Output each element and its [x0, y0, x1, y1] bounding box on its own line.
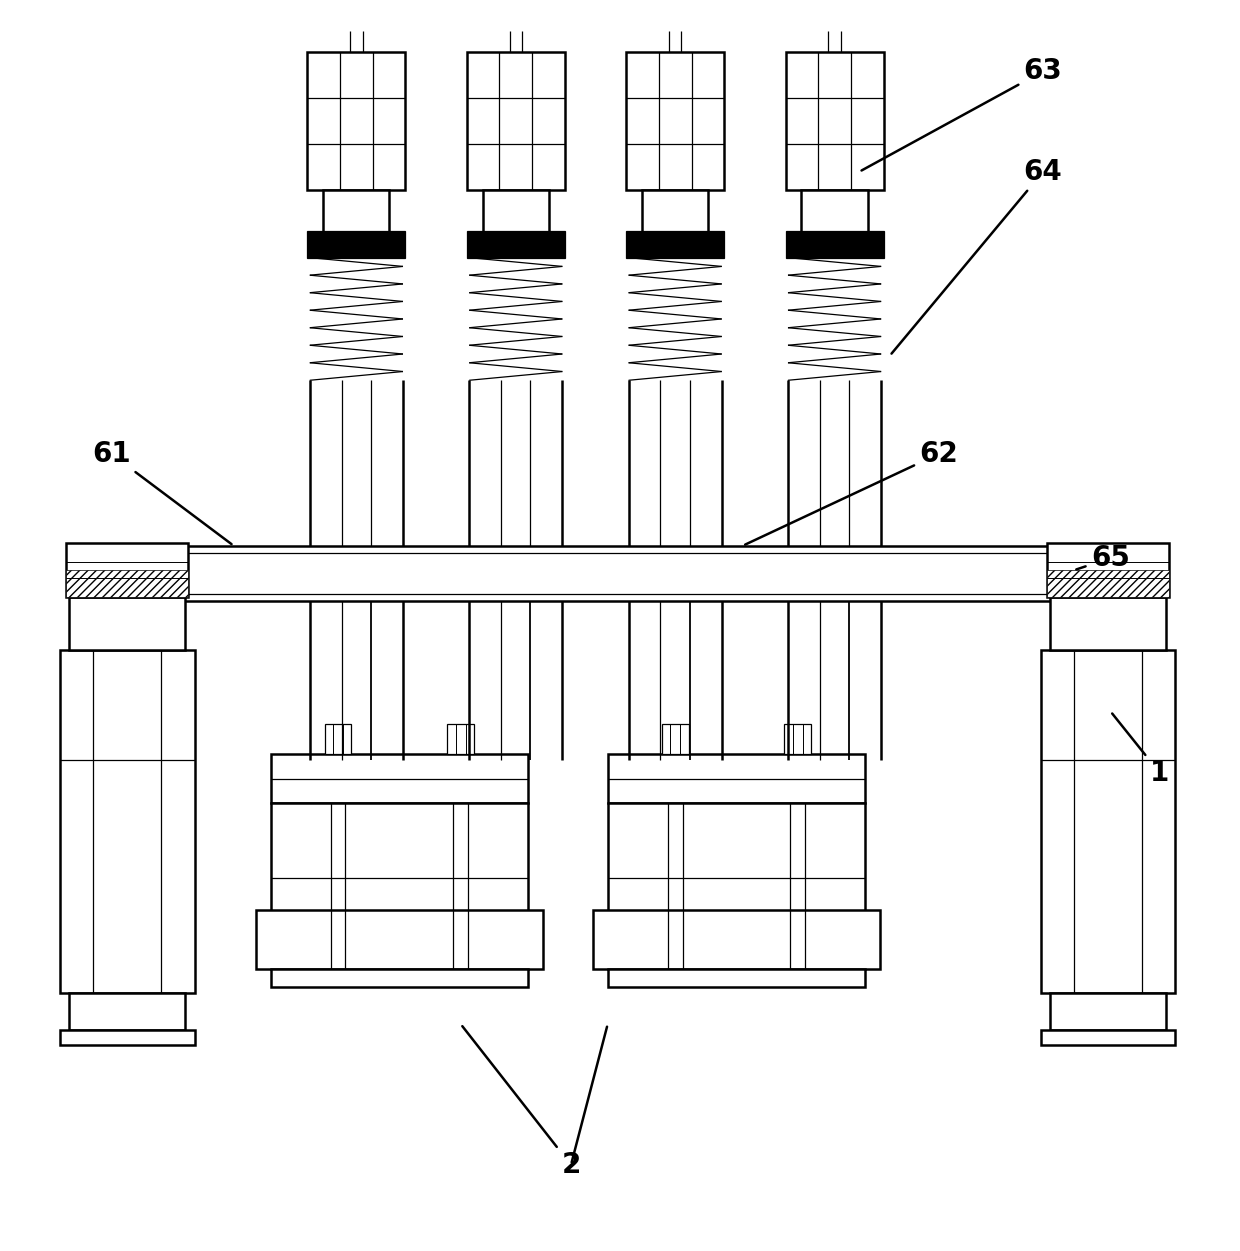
Bar [1050, 597, 1166, 651]
Bar [608, 968, 866, 987]
Bar [626, 51, 724, 190]
Bar [593, 909, 880, 968]
Bar [69, 597, 185, 651]
Bar [270, 754, 528, 803]
Text: 1: 1 [1112, 713, 1169, 787]
Bar [325, 723, 351, 754]
Bar [608, 754, 866, 803]
Text: 2: 2 [463, 1026, 580, 1178]
Bar [785, 230, 884, 258]
Bar [60, 1030, 195, 1045]
Text: 63: 63 [862, 58, 1063, 170]
Text: 65: 65 [1076, 544, 1130, 572]
Bar [1047, 543, 1169, 597]
Text: 64: 64 [892, 158, 1063, 354]
Bar [69, 993, 185, 1030]
Bar [642, 190, 708, 233]
Bar [308, 230, 405, 258]
Bar [270, 803, 528, 968]
Bar [1040, 1030, 1176, 1045]
Bar [270, 968, 528, 987]
Bar [608, 803, 866, 968]
Bar [324, 190, 389, 233]
Bar [466, 51, 565, 190]
Bar [448, 723, 474, 754]
Text: 62: 62 [745, 440, 959, 544]
Bar [785, 51, 884, 190]
Bar [626, 230, 724, 258]
Bar [1040, 651, 1176, 993]
Bar [66, 543, 188, 597]
Bar [801, 190, 868, 233]
Bar [1050, 993, 1166, 1030]
Bar [60, 651, 195, 993]
Text: 61: 61 [92, 440, 232, 544]
Bar [66, 570, 188, 597]
Bar [482, 190, 549, 233]
Bar [784, 723, 811, 754]
Bar [255, 909, 543, 968]
Bar [148, 545, 1080, 600]
Bar [308, 51, 405, 190]
Bar [466, 230, 565, 258]
Bar [662, 723, 688, 754]
Bar [1047, 570, 1169, 597]
